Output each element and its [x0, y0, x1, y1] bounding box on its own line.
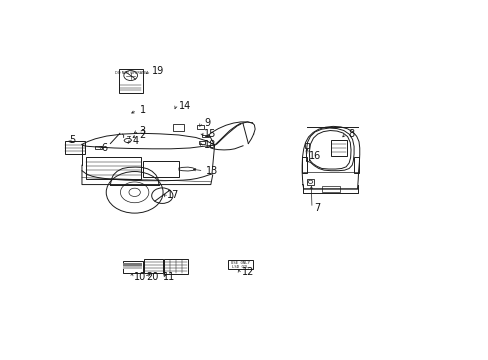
Text: 1: 1: [139, 105, 145, 115]
Text: 3: 3: [139, 126, 145, 136]
Bar: [321, 186, 339, 192]
Text: 14: 14: [178, 101, 190, 111]
Text: 8: 8: [347, 129, 353, 139]
Text: 13: 13: [206, 166, 218, 176]
Bar: [202, 135, 208, 138]
Text: 5: 5: [68, 135, 75, 145]
Text: 15: 15: [204, 129, 216, 139]
Bar: [227, 260, 252, 269]
Bar: [123, 266, 142, 269]
Text: 12: 12: [242, 267, 254, 277]
Bar: [143, 260, 163, 273]
Bar: [198, 141, 204, 144]
Text: LSD OIL: LSD OIL: [231, 265, 248, 269]
Bar: [196, 125, 203, 129]
Bar: [173, 125, 183, 131]
Text: USE ONLY: USE ONLY: [230, 261, 249, 265]
Bar: [353, 157, 359, 174]
Bar: [119, 69, 142, 93]
Bar: [123, 263, 142, 266]
Text: 10: 10: [134, 271, 146, 282]
Bar: [122, 261, 142, 273]
Bar: [65, 141, 84, 154]
Text: 9: 9: [203, 118, 210, 128]
Bar: [330, 140, 346, 156]
Text: 11: 11: [163, 271, 175, 282]
Text: 19: 19: [152, 66, 164, 76]
Text: 18: 18: [203, 140, 216, 150]
Text: 6: 6: [101, 143, 107, 153]
Bar: [305, 143, 308, 148]
Bar: [95, 146, 102, 149]
Text: 7: 7: [314, 203, 320, 213]
Bar: [164, 260, 187, 274]
Text: 17: 17: [167, 190, 179, 200]
Bar: [302, 157, 307, 174]
Text: 16: 16: [309, 151, 321, 161]
Bar: [307, 179, 313, 185]
Text: DO NOT OPERATE: DO NOT OPERATE: [115, 71, 146, 75]
Bar: [85, 157, 141, 179]
Text: 20: 20: [146, 271, 159, 282]
Text: 2: 2: [139, 130, 145, 140]
Text: 4: 4: [132, 136, 138, 146]
Bar: [142, 161, 178, 177]
